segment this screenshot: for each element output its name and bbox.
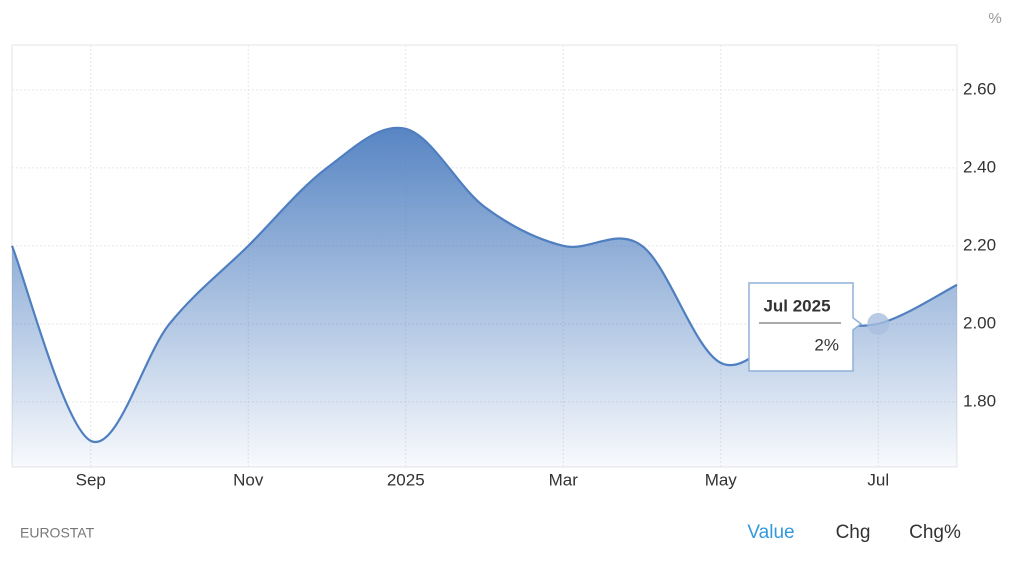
x-tick-label: Sep: [76, 470, 106, 489]
y-tick-label: 2.00: [963, 313, 996, 332]
view-button[interactable]: Chg%: [909, 522, 961, 543]
x-tick-label: May: [705, 470, 738, 489]
view-button[interactable]: Value: [747, 522, 794, 543]
y-tick-label: 1.80: [963, 391, 996, 410]
y-tick-label: 2.60: [963, 79, 996, 98]
tooltip-box: [748, 282, 863, 372]
x-tick-label: 2025: [387, 470, 425, 489]
area-fill: [12, 127, 957, 467]
y-tick-label: 2.20: [963, 235, 996, 254]
x-tick-label: Mar: [549, 470, 579, 489]
y-tick-label: 2.40: [963, 157, 996, 176]
view-button[interactable]: Chg: [836, 522, 871, 543]
x-tick-label: Nov: [233, 470, 264, 489]
hover-point: [867, 312, 890, 335]
source: EUROSTAT: [20, 525, 95, 541]
tooltip-title: Jul 2025: [763, 296, 830, 315]
tooltip-value: 2%: [814, 335, 839, 354]
unit: %: [988, 10, 1001, 27]
x-tick-label: Jul: [867, 470, 889, 489]
